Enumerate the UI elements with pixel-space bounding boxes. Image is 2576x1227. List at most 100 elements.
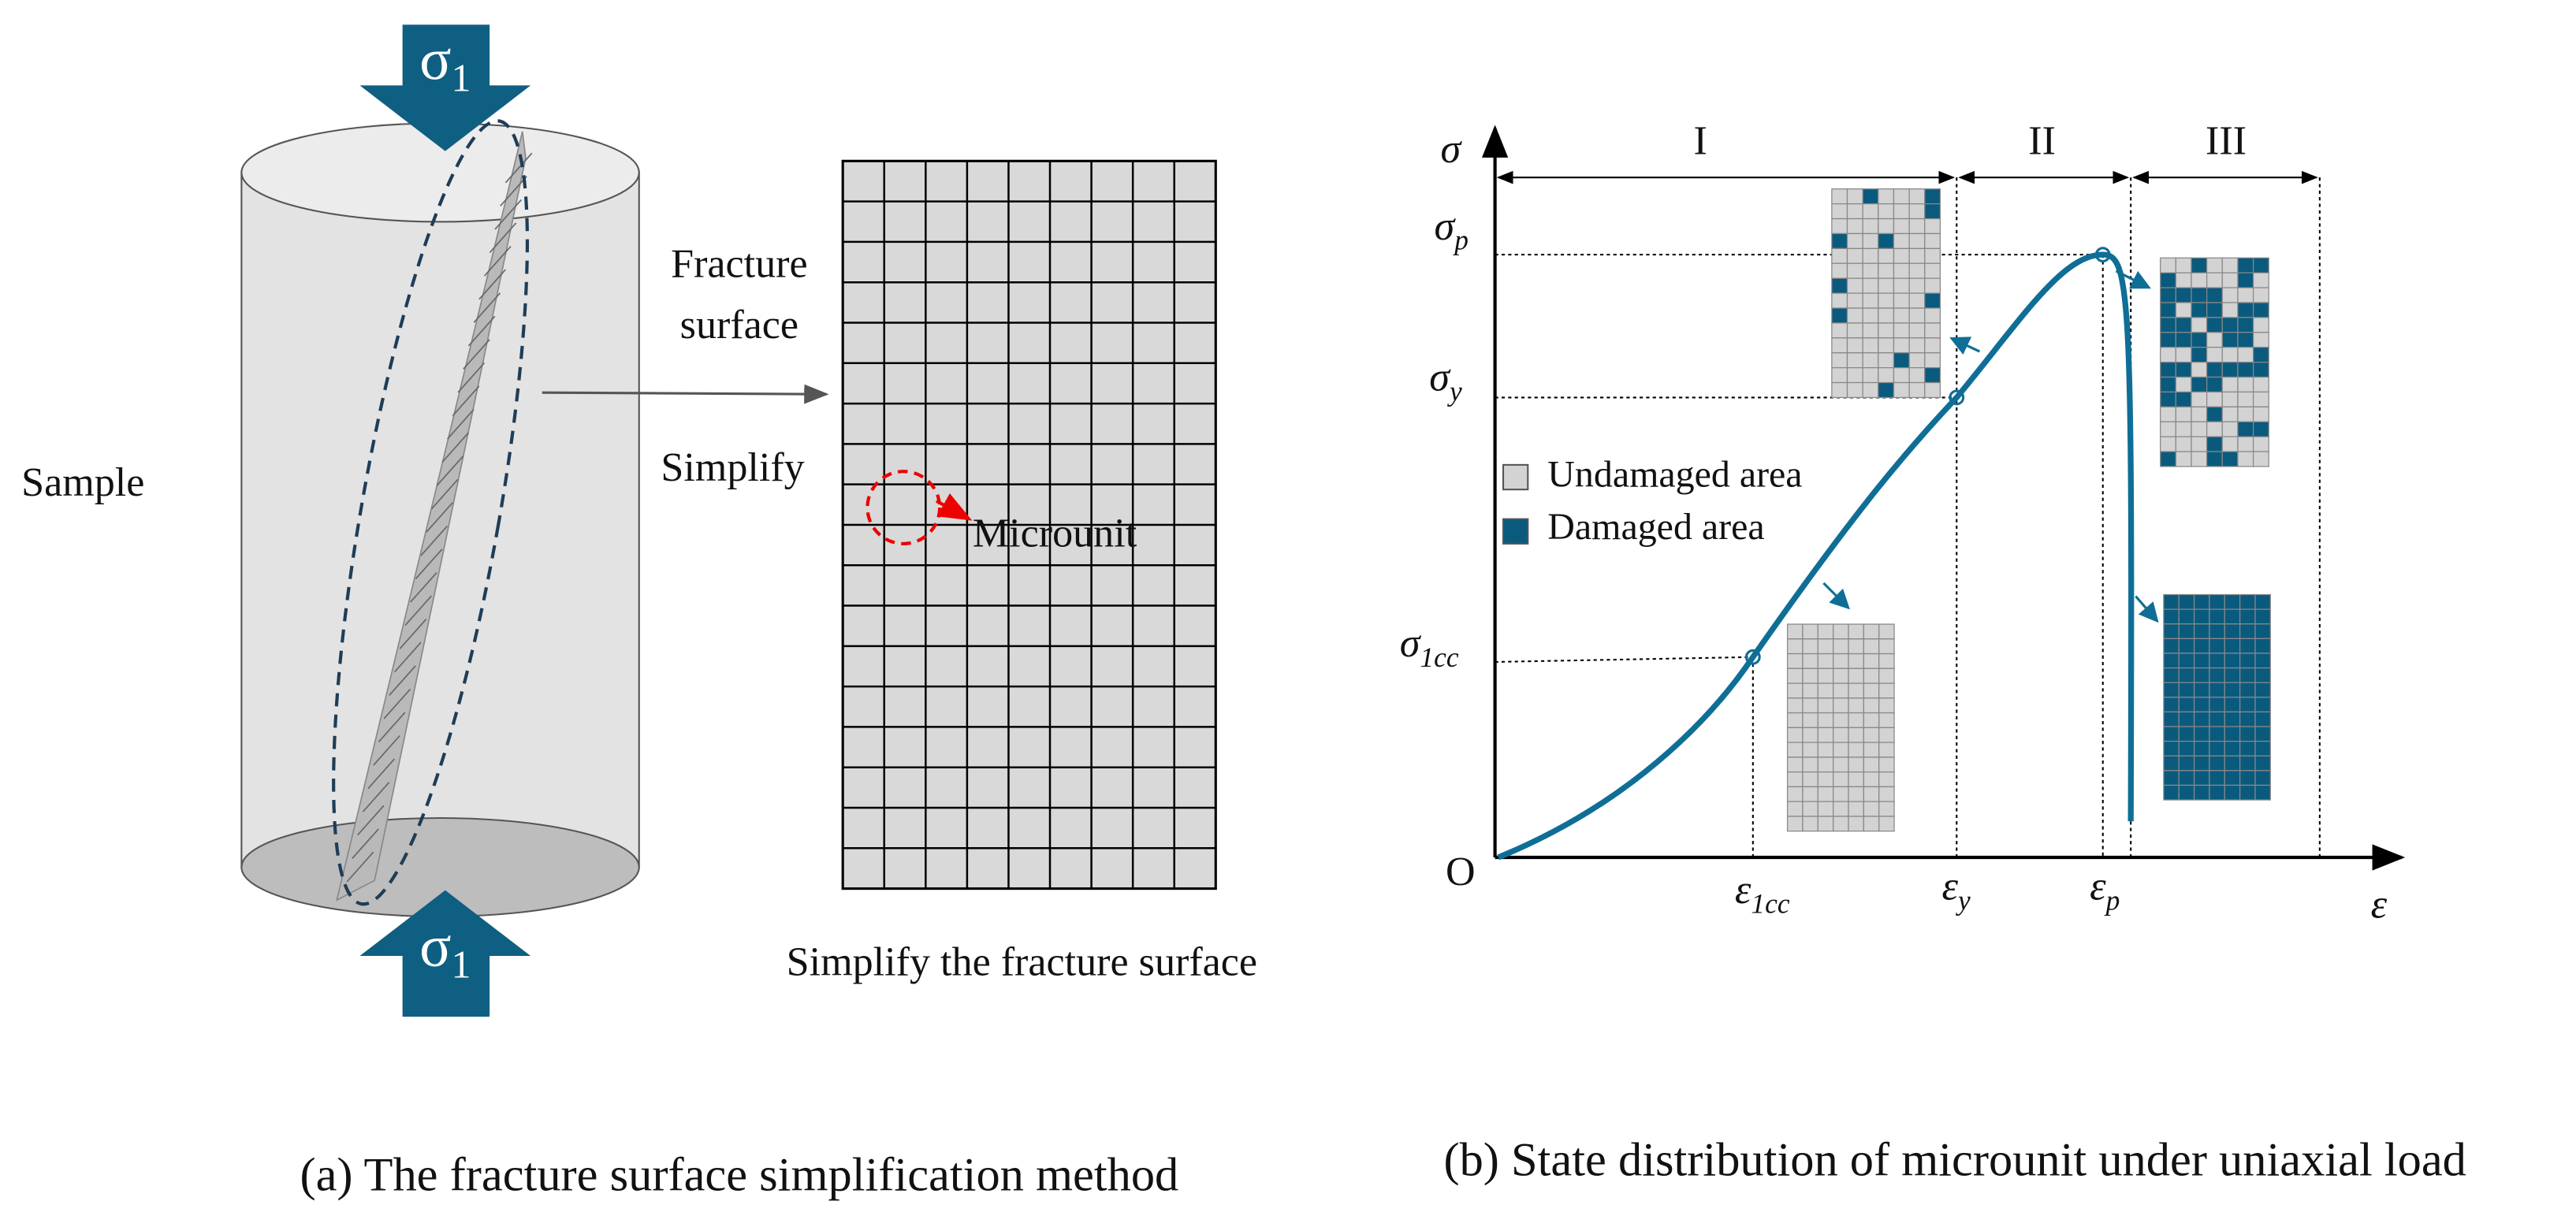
undamaged-cell — [1924, 337, 1941, 354]
undamaged-cell — [1846, 352, 1863, 369]
undamaged-cell — [2221, 376, 2239, 393]
damaged-cell — [2239, 667, 2256, 683]
undamaged-cell — [1802, 816, 1818, 832]
load-arrows — [359, 24, 531, 1017]
undamaged-cell — [1848, 742, 1864, 758]
undamaged-cell — [2175, 436, 2192, 452]
undamaged-cell — [1802, 801, 1818, 817]
damaged-cell — [2178, 784, 2195, 801]
undamaged-cell — [1786, 638, 1804, 655]
undamaged-cell — [1846, 188, 1863, 205]
damaged-cell — [2239, 697, 2256, 713]
undamaged-cell — [1863, 667, 1880, 684]
damaged-cell — [2209, 711, 2225, 727]
undamaged-cell — [1924, 262, 1941, 279]
undamaged-cell — [1802, 638, 1818, 655]
hatch-line — [447, 408, 475, 440]
damaged-cell — [2178, 653, 2195, 669]
damaged-cell — [2252, 302, 2269, 318]
damaged-cell — [2239, 682, 2256, 698]
undamaged-cell — [1863, 682, 1880, 699]
undamaged-cell — [1863, 771, 1880, 788]
damaged-cell — [2254, 638, 2271, 654]
undamaged-cell — [1863, 623, 1880, 640]
hatch-line — [389, 665, 416, 696]
undamaged-cell — [2237, 287, 2254, 303]
label: Simplify the fracture surface — [787, 940, 1257, 985]
undamaged-cell — [1848, 623, 1864, 640]
undamaged-cell — [1831, 188, 1848, 205]
undamaged-cell — [1908, 188, 1926, 205]
hatch-line — [457, 362, 486, 393]
damaged-cell — [2224, 784, 2241, 801]
damaged-cell — [2191, 332, 2208, 348]
undamaged-cell — [1846, 203, 1863, 220]
legend-label: Damaged area — [1547, 506, 1764, 548]
origin-label: O — [1446, 850, 1476, 894]
hatch-line — [467, 315, 496, 347]
undamaged-cell — [2191, 436, 2208, 452]
undamaged-cell — [1846, 337, 1863, 354]
damaged-cell — [2224, 593, 2241, 610]
guides — [1495, 177, 2321, 858]
undamaged-cell — [1893, 337, 1910, 354]
damaged-cell — [2224, 740, 2241, 757]
undamaged-cell — [1802, 623, 1818, 640]
damaged-cell — [2254, 784, 2271, 801]
label: surface — [680, 303, 798, 348]
damaged-cell — [2160, 332, 2176, 348]
damaged-cell — [2224, 608, 2241, 625]
undamaged-cell — [1831, 247, 1848, 264]
damaged-cell — [2206, 287, 2223, 303]
undamaged-cell — [1862, 262, 1879, 279]
hatch-line — [478, 269, 506, 300]
undamaged-cell — [2175, 421, 2192, 437]
damaged-cell — [2254, 593, 2271, 610]
load-label: σ1 — [419, 28, 471, 100]
undamaged-cell — [1802, 653, 1818, 669]
undamaged-cell — [1863, 638, 1880, 655]
undamaged-cell — [1848, 697, 1864, 714]
undamaged-cell — [1878, 653, 1895, 669]
hatch-line — [404, 595, 432, 627]
hatch-line — [441, 432, 469, 463]
hatch-line — [463, 339, 490, 370]
damaged-cell — [2160, 272, 2176, 288]
damaged-cell — [2209, 784, 2225, 801]
undamaged-cell — [1846, 292, 1863, 309]
damaged-cell — [2209, 593, 2225, 610]
undamaged-cell — [1786, 712, 1804, 728]
undamaged-cell — [1786, 771, 1804, 788]
damaged-cell — [2252, 257, 2269, 273]
undamaged-cell — [2191, 451, 2208, 467]
damaged-cell — [2178, 593, 2195, 610]
undamaged-cell — [1786, 667, 1804, 684]
undamaged-cell — [1908, 322, 1926, 339]
undamaged-cell — [1878, 771, 1895, 788]
undamaged-cell — [1878, 816, 1895, 832]
undamaged-cell — [2160, 257, 2176, 273]
undamaged-cell — [1786, 727, 1804, 743]
undamaged-cell — [1863, 757, 1880, 773]
x-label: εp — [2090, 864, 2120, 917]
undamaged-cell — [1833, 697, 1849, 714]
hatch-line — [352, 828, 379, 859]
damaged-cell — [2160, 302, 2176, 318]
undamaged-cell — [1786, 682, 1804, 699]
undamaged-cell — [1802, 697, 1818, 714]
damaged-cell — [2193, 667, 2210, 683]
damaged-cell — [2224, 623, 2241, 639]
undamaged-cell — [1893, 322, 1910, 339]
undamaged-cell — [1831, 337, 1848, 354]
damaged-cell — [2193, 726, 2210, 742]
damaged-cell — [2191, 347, 2208, 363]
damaged-cell — [2178, 667, 2195, 683]
undamaged-cell — [1848, 638, 1864, 655]
y-label: σ1cc — [1400, 621, 1459, 673]
damaged-cell — [2163, 740, 2180, 757]
undamaged-cell — [1833, 682, 1849, 699]
caption: (a) The fracture surface simplification … — [300, 1148, 1178, 1201]
undamaged-cell — [1878, 203, 1895, 220]
undamaged-cell — [1846, 366, 1863, 384]
undamaged-cell — [1924, 352, 1941, 369]
